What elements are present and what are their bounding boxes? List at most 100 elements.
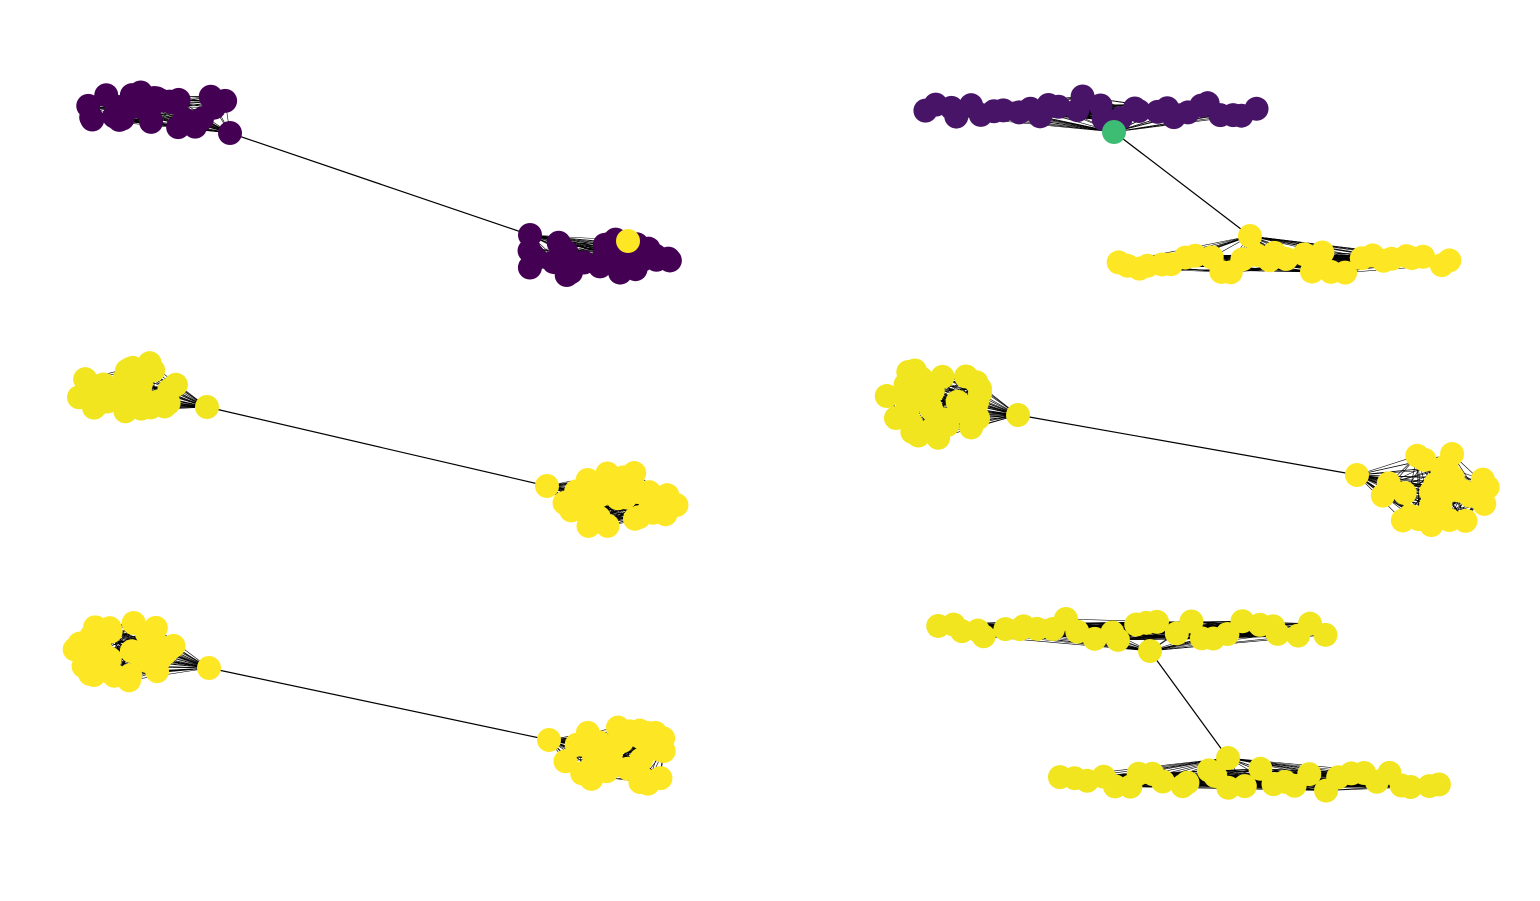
node (1297, 762, 1322, 787)
bridge-node (535, 474, 559, 498)
node (163, 372, 188, 397)
node (1126, 99, 1151, 124)
bridge-node (518, 223, 542, 247)
node (62, 637, 87, 662)
edge (129, 667, 210, 681)
node (148, 634, 173, 659)
node (1432, 454, 1457, 479)
graph-panel (76, 80, 682, 287)
bridge-node (1345, 463, 1369, 487)
node (1046, 94, 1071, 119)
graph-panel (67, 351, 689, 538)
edge (1326, 785, 1402, 791)
node (592, 240, 617, 265)
bridge-node (1238, 224, 1262, 248)
nodes (76, 80, 682, 287)
bridge-node (1138, 639, 1162, 663)
graph-panel (913, 84, 1462, 285)
graph-panel (62, 610, 676, 796)
node (874, 384, 899, 409)
node (78, 661, 103, 686)
node (1370, 483, 1395, 508)
nodes (913, 84, 1462, 285)
node (110, 106, 135, 131)
bridge-node (537, 728, 561, 752)
node (1406, 507, 1431, 532)
node (900, 419, 925, 444)
node (1470, 467, 1495, 492)
node (1453, 508, 1478, 533)
node (553, 749, 578, 774)
node (1431, 479, 1456, 504)
bridge-edge (1149, 650, 1229, 759)
nodes (926, 606, 1451, 803)
nodes (62, 610, 676, 796)
node (596, 470, 621, 495)
node (554, 239, 579, 264)
node (951, 397, 976, 422)
node (600, 753, 625, 778)
node (657, 248, 682, 273)
node (1232, 774, 1257, 799)
nodes (874, 358, 1500, 538)
node (1274, 246, 1299, 271)
node (1265, 621, 1290, 646)
node (1105, 627, 1130, 652)
graph-panel (874, 358, 1500, 538)
node (1144, 609, 1169, 634)
node (622, 506, 647, 531)
node (1405, 443, 1430, 468)
node (1300, 259, 1325, 284)
bridge-node (195, 395, 219, 419)
node (930, 364, 955, 389)
bridge-edge (1017, 414, 1358, 476)
node (119, 639, 144, 664)
node (1437, 248, 1462, 273)
node (1150, 769, 1175, 794)
node (1244, 96, 1269, 121)
node (581, 505, 606, 530)
bridge-edge (208, 667, 550, 741)
node (114, 391, 139, 416)
bridge-edge (206, 406, 548, 487)
node (616, 229, 640, 253)
node (172, 107, 197, 132)
bridge-node (197, 656, 221, 680)
node (1175, 770, 1200, 795)
bridge-node (1216, 746, 1240, 770)
node (590, 733, 615, 758)
bridge-node (1006, 403, 1030, 427)
node (94, 83, 119, 108)
bridge-node (1102, 120, 1126, 144)
node (1313, 622, 1338, 647)
node (631, 766, 656, 791)
node (1310, 240, 1335, 265)
node (141, 358, 166, 383)
node (623, 257, 648, 282)
node (1411, 244, 1436, 269)
node (517, 255, 542, 280)
node (156, 391, 181, 416)
node (896, 391, 921, 416)
node (201, 95, 226, 120)
node (102, 663, 127, 688)
node (166, 87, 191, 112)
node (67, 385, 92, 410)
node (554, 262, 579, 287)
node (137, 99, 162, 124)
node (653, 497, 678, 522)
node (80, 107, 105, 132)
node (902, 358, 927, 383)
node (935, 413, 960, 438)
node (579, 766, 604, 791)
bridge-node (218, 121, 242, 145)
node (1426, 772, 1451, 797)
node (1398, 774, 1423, 799)
node (919, 396, 944, 421)
node (1070, 84, 1095, 109)
node (635, 720, 660, 745)
node (1333, 260, 1358, 285)
node (566, 732, 591, 757)
